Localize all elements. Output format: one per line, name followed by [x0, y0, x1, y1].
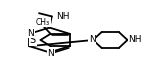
Text: N: N	[89, 35, 96, 44]
Text: N: N	[27, 29, 34, 38]
Text: CH₃: CH₃	[36, 18, 50, 27]
Text: NH: NH	[128, 35, 142, 44]
Text: S: S	[30, 35, 36, 45]
Text: NH: NH	[56, 12, 69, 20]
Text: N: N	[47, 49, 54, 58]
